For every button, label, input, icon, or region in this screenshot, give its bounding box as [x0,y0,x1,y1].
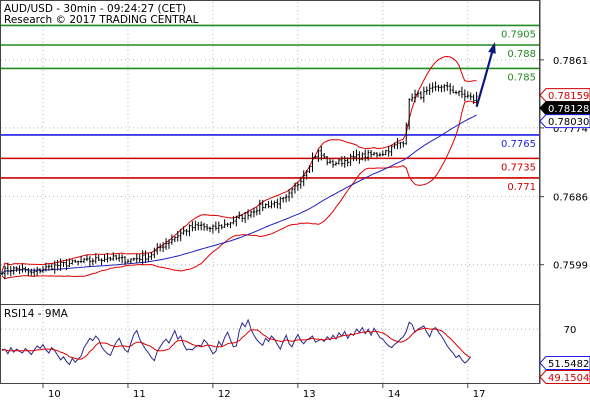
chart-subtitle: Research © 2017 TRADING CENTRAL [4,14,199,26]
axis-labels: 0.7861 0.7774 0.7686 0.7599 70 10 11 12 13 14 17 [42,56,588,400]
price-tag-label: 0.78128 [548,104,589,115]
rsi-value-tag-box [539,370,590,384]
x-tick-label: 13 [303,389,316,400]
x-tick-label: 12 [218,389,231,400]
y-tick-label: 0.7774 [553,124,588,135]
forecast-arrow-head [488,42,496,54]
x-tick-label: 17 [473,389,486,400]
price-tag-label: 0.78030 [548,117,589,128]
level-label-resistance: 0.785 [507,72,536,83]
y-tick-label: 0.7861 [553,56,588,67]
x-tick-label: 11 [133,389,146,400]
forecast-arrow-line [475,44,496,108]
support-resistance-levels: 0.7905 0.788 0.785 0.7765 0.7735 0.771 [1,24,539,193]
price-tag-box [539,88,590,103]
level-label-support: 0.771 [507,182,536,193]
level-label-pivot: 0.7765 [501,139,536,150]
price-tags: 0.78159 0.78128 0.78030 51.5482 49.1504 [539,88,590,384]
bollinger-lower-line [1,100,477,280]
level-label-support: 0.7735 [501,162,536,173]
rsi-value-tag-box [539,356,590,370]
x-tick-label: 14 [388,389,401,400]
rsi-label: RSI14 - 9MA [4,308,69,320]
candlesticks [0,81,478,280]
rsi-indicator [1,318,472,366]
rsi-value-tag-label: 51.5482 [548,359,589,370]
rsi-tick-label: 70 [564,325,577,336]
price-tag-box [539,101,590,116]
forecast-arrow [475,42,496,108]
y-tick-label: 0.7599 [553,261,588,272]
level-label-resistance: 0.7905 [501,29,536,40]
grid-lines [1,2,539,383]
price-tag-label: 0.78159 [548,91,589,102]
price-panel [0,0,540,305]
rsi-value-tag-label: 49.1504 [548,373,589,384]
y-tick-label: 0.7686 [553,193,588,204]
rsi-panel [0,304,540,384]
moving-average-line [1,114,477,275]
rsi-line [1,318,472,366]
level-label-resistance: 0.788 [507,49,536,60]
price-tag-box [539,114,590,129]
rsi-ma-line [1,327,471,360]
chart-title: AUD/USD - 30min - 09:24:27 (CET) [4,3,186,15]
x-tick-label: 10 [48,389,61,400]
